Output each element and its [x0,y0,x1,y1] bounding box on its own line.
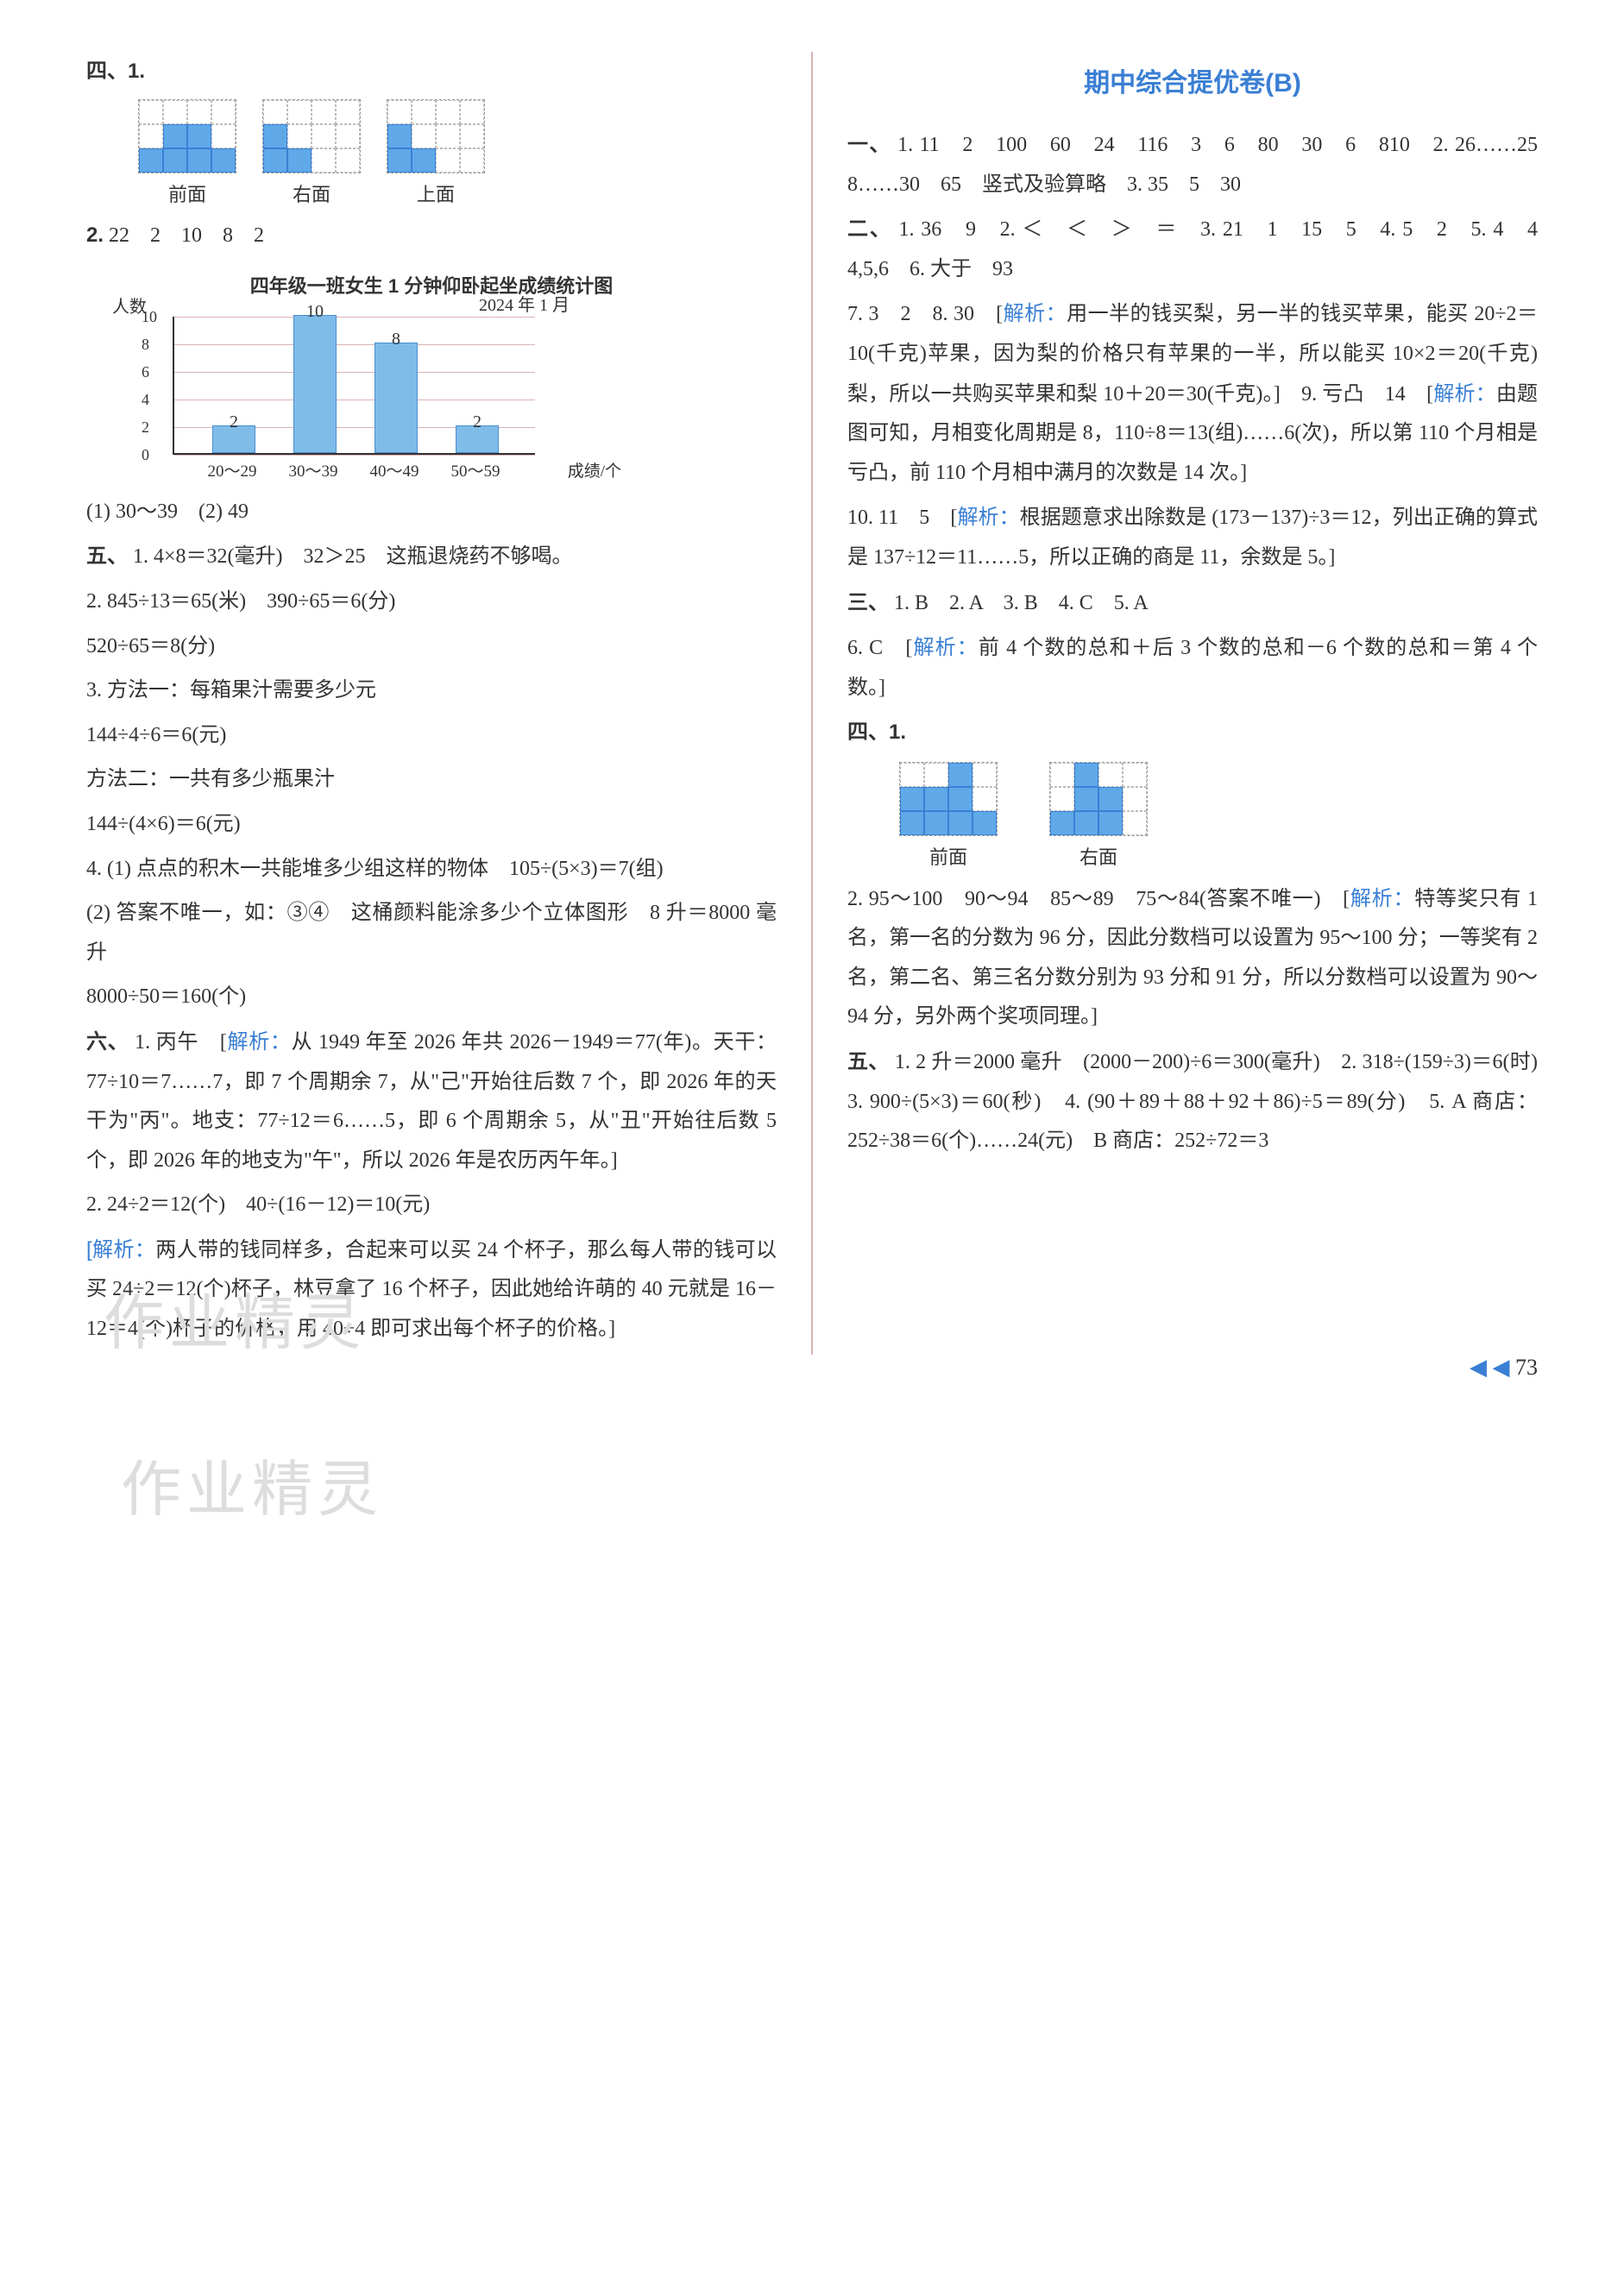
s4-sub-answers: (1) 30～39 (2) 49 [86,493,777,532]
watermark: 作业精灵 [121,1432,383,1547]
bar-value-label: 2 [213,406,255,438]
block-view-top: 上面 [387,99,485,213]
bar-value-label: 2 [456,406,498,438]
r-s2-row2-pre: 7. 3 2 8. 30 [ [847,303,1003,325]
r-s4-label: 四、1. [847,720,906,744]
bar-value-label: 10 [294,295,336,328]
r-s5-label: 五、 [847,1050,890,1073]
r-s4-i2-pre: 2. 95～100 90～94 85～89 75～84(答案不唯一) [ [847,888,1350,910]
s6-i1-pre: 1. 丙午 [ [135,1031,227,1054]
s5-i4c: 8000÷50＝160(个) [86,978,777,1017]
ytick: 0 [142,440,149,469]
r-s1: 一、 1. 11 2 100 60 24 116 3 6 80 30 6 810… [847,125,1538,204]
analysis-tag: 解析： [957,506,1019,529]
analysis-tag: 解析： [1350,887,1414,910]
s5-i3b: 144÷4÷6＝6(元) [86,716,777,756]
s6-i2a: 2. 24÷2＝12(个) 40÷(16－12)＝10(元) [86,1186,777,1225]
two-column-layout: 四、1. 前面右面上面 2. 22 2 10 8 2 四年级一班女生 1 分钟仰… [86,52,1538,1355]
r-s2-row2: 7. 3 2 8. 30 [解析：用一半的钱买梨，另一半的钱买苹果，能买 20÷… [847,294,1538,493]
section-6-i1: 六、 1. 丙午 [解析：从 1949 年至 2026 年共 2026－1949… [86,1022,777,1180]
column-divider [811,52,813,1355]
s5-i2a: 2. 845÷13＝65(米) 390÷65＝6(分) [86,582,777,622]
s4-item2-label: 2. [86,223,104,247]
r-s4-block-views: 前面 右面 [899,762,1538,876]
analysis-tag: 解析： [1433,382,1496,406]
view-label: 前面 [138,177,236,213]
block-view-right: 右面 [262,99,361,213]
s4-block-views: 前面右面上面 [138,99,777,213]
xtick: 50～59 [437,456,514,488]
r-s2-row1-body: 1. 36 9 2. ＜ ＜ ＞ ＝ 3. 21 1 15 5 4. 5 2 5… [847,218,1558,280]
s5-i4b: (2) 答案不唯一，如：③④ 这桶颜料能涂多少个立体图形 8 升＝8000 毫升 [86,894,777,972]
analysis-tag: 解析： [227,1030,292,1054]
r-s2-row1: 二、 1. 36 9 2. ＜ ＜ ＞ ＝ 3. 21 1 15 5 4. 5 … [847,210,1538,289]
s5-i4a: 4. (1) 点点的积木一共能堆多少组这样的物体 105÷(5×3)＝7(组) [86,850,777,890]
s6-i2b: [解析：两人带的钱同样多，合起来可以买 24 个杯子，那么每人带的钱可以买 24… [86,1230,777,1350]
r-s2-row3-pre: 10. 11 5 [ [847,507,957,529]
s5-i3a: 3. 方法一：每箱果汁需要多少元 [86,671,777,711]
s4-label: 四、1. [86,60,145,83]
s5-i1: 1. 4×8＝32(毫升) 32＞25 这瓶退烧药不够喝。 [133,545,573,568]
page-number-value: 73 [1515,1355,1538,1380]
bar: 2 [456,425,499,453]
r-s2-label: 二、 [847,217,892,241]
section-4: 四、1. [86,52,777,92]
xtick: 40～49 [356,456,433,488]
s4-item2: 2. 22 2 10 8 2 [86,216,777,256]
page-marker-icon: ◀ ◀ [1470,1355,1510,1380]
page-number: ◀ ◀ 73 [1470,1346,1538,1388]
block-view-front: 前面 [899,762,998,876]
r-s4-i2: 2. 95～100 90～94 85～89 75～84(答案不唯一) [解析：特… [847,879,1538,1037]
r-s1-body: 1. 11 2 100 60 24 116 3 6 80 30 6 810 2.… [847,134,1558,196]
bar: 2 [212,425,255,453]
view-label: 上面 [387,177,485,213]
ytick: 4 [142,385,149,414]
r-section-4: 四、1. [847,713,1538,753]
section-5: 五、 1. 4×8＝32(毫升) 32＞25 这瓶退烧药不够喝。 [86,537,777,577]
bar: 10 [293,315,337,453]
s6-i2b-body: 两人带的钱同样多，合起来可以买 24 个杯子，那么每人带的钱可以买 24÷2＝1… [86,1239,777,1340]
r-s3-row2: 6. C [解析：前 4 个数的总和＋后 3 个数的总和－6 个数的总和＝第 4… [847,628,1538,708]
r-s3-row1: 三、 1. B 2. A 3. B 4. C 5. A [847,583,1538,624]
r-s5-body: 1. 2 升＝2000 毫升 (2000－200)÷6＝300(毫升) 2. 3… [847,1051,1558,1152]
chart-plot-area: 2 10 8 2 [173,317,535,455]
ytick: 2 [142,412,149,442]
left-column: 四、1. 前面右面上面 2. 22 2 10 8 2 四年级一班女生 1 分钟仰… [86,52,777,1355]
view-label: 右面 [1049,840,1148,876]
s5-i3c: 方法二：一共有多少瓶果汁 [86,760,777,800]
analysis-tag: 解析： [1003,302,1067,325]
r-s1-label: 一、 [847,133,891,156]
s5-label: 五、 [86,544,128,568]
test-title: 期中综合提优卷(B) [847,59,1538,108]
block-view-front: 前面 [138,99,236,213]
s6-label: 六、 [86,1030,129,1054]
view-label: 前面 [899,840,998,876]
block-view-right: 右面 [1049,762,1148,876]
r-s3-row2-pre: 6. C [ [847,637,912,659]
ytick: 10 [142,302,157,331]
view-label: 右面 [262,177,361,213]
s4-item2-values: 22 2 10 8 2 [109,224,264,247]
right-column: 期中综合提优卷(B) 一、 1. 11 2 100 60 24 116 3 6 … [847,52,1538,1355]
r-s2-row3: 10. 11 5 [解析：根据题意求出除数是 (173－137)÷3＝12，列出… [847,498,1538,577]
ytick: 6 [142,357,149,387]
r-s5: 五、 1. 2 升＝2000 毫升 (2000－200)÷6＝300(毫升) 2… [847,1042,1538,1161]
r-s3-label: 三、 [847,591,889,614]
xtick: 30～39 [274,456,352,488]
analysis-tag: [解析： [86,1238,155,1262]
bar: 8 [375,343,418,453]
ytick: 8 [142,330,149,359]
analysis-tag: 解析： [912,636,978,659]
s5-i3d: 144÷(4×6)＝6(元) [86,805,777,845]
bar-chart: 人数 2024 年 1 月 21082 成绩/个 024681020～2930～… [121,308,570,481]
xtick: 20～29 [193,456,271,488]
bar-chart-title: 四年级一班女生 1 分钟仰卧起坐成绩统计图 [86,268,777,305]
s5-i2b: 520÷65＝8(分) [86,627,777,667]
r-s3-row1-body: 1. B 2. A 3. B 4. C 5. A [894,592,1149,614]
chart-xlabel: 成绩/个 [568,456,621,488]
bar-value-label: 8 [375,323,417,355]
